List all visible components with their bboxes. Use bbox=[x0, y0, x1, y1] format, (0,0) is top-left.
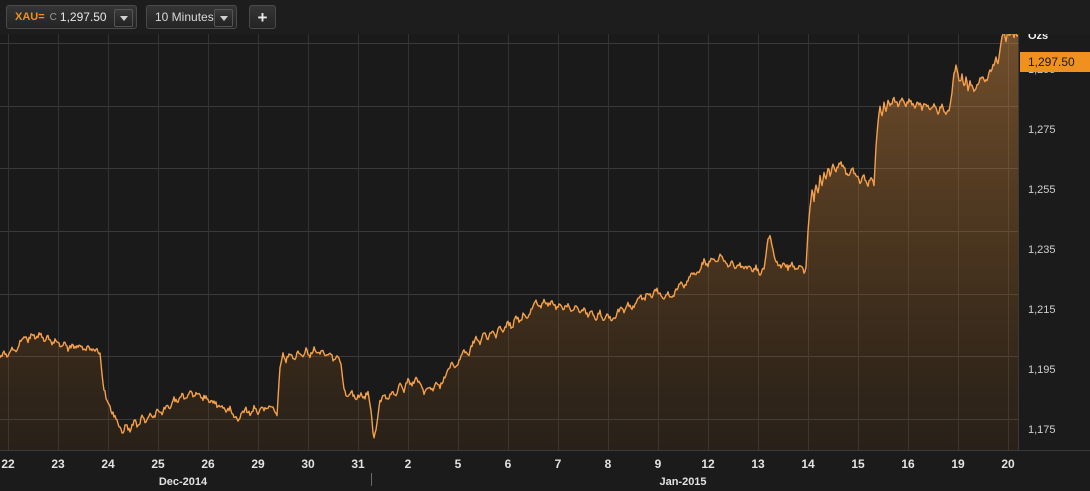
chart-toolbar: XAU= C 1,297.50 10 Minutes + bbox=[0, 0, 1090, 34]
date-tick-label: 31 bbox=[351, 457, 365, 471]
date-tick-label: 26 bbox=[201, 457, 215, 471]
date-tick-label: 30 bbox=[301, 457, 315, 471]
chevron-down-icon[interactable] bbox=[214, 9, 233, 27]
date-tick-label: 6 bbox=[504, 457, 512, 471]
date-tick-label: 24 bbox=[101, 457, 115, 471]
price-tick-1195: 1,195 bbox=[1028, 364, 1056, 376]
date-tick-label: 7 bbox=[554, 457, 562, 471]
date-tick-label: 2 bbox=[404, 457, 412, 471]
symbol-field-label: C bbox=[49, 11, 57, 23]
date-tick-label: 14 bbox=[801, 457, 815, 471]
date-tick-label: 19 bbox=[951, 457, 965, 471]
symbol-selector[interactable]: XAU= C 1,297.50 bbox=[6, 5, 137, 29]
date-tick-label: 8 bbox=[604, 457, 612, 471]
price-tick-1255: 1,255 bbox=[1028, 184, 1056, 196]
price-tick-1235: 1,235 bbox=[1028, 244, 1056, 256]
date-tick-label: 5 bbox=[454, 457, 462, 471]
date-tick-label: 25 bbox=[151, 457, 165, 471]
date-tick-label: 9 bbox=[654, 457, 662, 471]
symbol-price-label: 1,297.50 bbox=[59, 10, 107, 24]
interval-selector[interactable]: 10 Minutes bbox=[146, 5, 237, 29]
date-tick-label: 16 bbox=[901, 457, 915, 471]
date-tick-label: 13 bbox=[751, 457, 765, 471]
price-series-svg bbox=[0, 12, 1018, 450]
current-price-value: 1,297.50 bbox=[1028, 55, 1075, 69]
date-tick-label: 29 bbox=[251, 457, 265, 471]
month-label: Jan-2015 bbox=[659, 476, 707, 488]
date-tick-label: 12 bbox=[701, 457, 715, 471]
price-tick-1275: 1,275 bbox=[1028, 124, 1056, 136]
add-indicator-button[interactable]: + bbox=[249, 5, 276, 29]
symbol-ric-label: XAU= bbox=[15, 11, 45, 23]
price-axis[interactable]: Price USD Ozs 1,295 1,275 1,255 1,235 1,… bbox=[1018, 0, 1090, 450]
price-line bbox=[0, 27, 1018, 439]
plus-icon: + bbox=[257, 7, 268, 27]
date-tick-label: 15 bbox=[851, 457, 865, 471]
year-separator-tick bbox=[371, 473, 372, 486]
month-label: Dec-2014 bbox=[158, 476, 208, 488]
price-tick-1175: 1,175 bbox=[1028, 424, 1056, 436]
date-tick-label: 23 bbox=[51, 457, 65, 471]
date-axis[interactable]: 22 23 24 25 26 29 30 31 2 5 6 7 8 9 12 13 14 15 16 19 20 Dec-… bbox=[0, 450, 1090, 491]
date-tick-label: 20 bbox=[1001, 457, 1015, 471]
price-tick-1215: 1,215 bbox=[1028, 304, 1056, 316]
price-chart-plot[interactable] bbox=[0, 12, 1018, 450]
date-tick-label: 22 bbox=[1, 457, 15, 471]
price-area-fill bbox=[0, 28, 1018, 450]
chevron-down-icon[interactable] bbox=[114, 9, 133, 27]
current-price-tag: 1,297.50 bbox=[1020, 52, 1090, 72]
interval-label: 10 Minutes bbox=[155, 10, 214, 24]
